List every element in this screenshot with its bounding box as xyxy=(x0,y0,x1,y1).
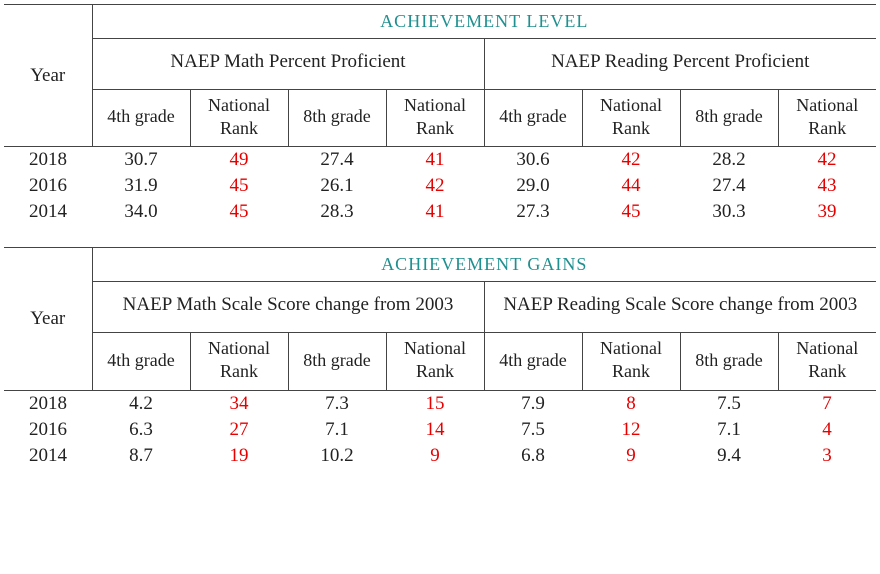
value-cell: 30.7 xyxy=(92,147,190,174)
year-cell: 2018 xyxy=(4,390,92,417)
value-cell: 8.7 xyxy=(92,443,190,469)
table-row: 2018 30.7 49 27.4 41 30.6 42 28.2 42 xyxy=(4,147,876,174)
col-header: National Rank xyxy=(386,333,484,391)
col-header: 8th grade xyxy=(288,89,386,147)
table-row: 2016 31.9 45 26.1 42 29.0 44 27.4 43 xyxy=(4,173,876,199)
col-header: 4th grade xyxy=(484,333,582,391)
achievement-level-table: Year ACHIEVEMENT LEVEL NAEP Math Percent… xyxy=(4,4,876,225)
col-header: 8th grade xyxy=(288,333,386,391)
col-header: National Rank xyxy=(778,89,876,147)
value-cell: 7.3 xyxy=(288,390,386,417)
rank-cell: 45 xyxy=(190,199,288,225)
col-header: National Rank xyxy=(582,333,680,391)
rank-cell: 27 xyxy=(190,417,288,443)
achievement-gains-table: Year ACHIEVEMENT GAINS NAEP Math Scale S… xyxy=(4,247,876,468)
table-row: 2016 6.3 27 7.1 14 7.5 12 7.1 4 xyxy=(4,417,876,443)
year-cell: 2014 xyxy=(4,199,92,225)
col-header: National Rank xyxy=(778,333,876,391)
value-cell: 26.1 xyxy=(288,173,386,199)
col-header: 8th grade xyxy=(680,333,778,391)
rank-cell: 4 xyxy=(778,417,876,443)
rank-cell: 19 xyxy=(190,443,288,469)
value-cell: 10.2 xyxy=(288,443,386,469)
rank-cell: 44 xyxy=(582,173,680,199)
year-header: Year xyxy=(4,5,92,147)
col-header: National Rank xyxy=(190,89,288,147)
col-header: National Rank xyxy=(386,89,484,147)
rank-cell: 8 xyxy=(582,390,680,417)
value-cell: 7.9 xyxy=(484,390,582,417)
rank-cell: 7 xyxy=(778,390,876,417)
value-cell: 29.0 xyxy=(484,173,582,199)
subject-header-math: NAEP Math Percent Proficient xyxy=(92,39,484,90)
col-header: 4th grade xyxy=(92,333,190,391)
rank-cell: 34 xyxy=(190,390,288,417)
rank-cell: 15 xyxy=(386,390,484,417)
rank-cell: 9 xyxy=(582,443,680,469)
section-title: ACHIEVEMENT GAINS xyxy=(92,248,876,282)
value-cell: 31.9 xyxy=(92,173,190,199)
year-cell: 2016 xyxy=(4,173,92,199)
rank-cell: 14 xyxy=(386,417,484,443)
value-cell: 7.1 xyxy=(288,417,386,443)
col-header: National Rank xyxy=(190,333,288,391)
table-row: 2014 34.0 45 28.3 41 27.3 45 30.3 39 xyxy=(4,199,876,225)
rank-cell: 42 xyxy=(386,173,484,199)
rank-cell: 42 xyxy=(582,147,680,174)
value-cell: 4.2 xyxy=(92,390,190,417)
year-cell: 2014 xyxy=(4,443,92,469)
year-cell: 2016 xyxy=(4,417,92,443)
col-header: 4th grade xyxy=(484,89,582,147)
rank-cell: 39 xyxy=(778,199,876,225)
value-cell: 7.1 xyxy=(680,417,778,443)
section-title: ACHIEVEMENT LEVEL xyxy=(92,5,876,39)
rank-cell: 43 xyxy=(778,173,876,199)
year-header: Year xyxy=(4,248,92,390)
value-cell: 7.5 xyxy=(484,417,582,443)
value-cell: 9.4 xyxy=(680,443,778,469)
rank-cell: 49 xyxy=(190,147,288,174)
value-cell: 30.6 xyxy=(484,147,582,174)
value-cell: 7.5 xyxy=(680,390,778,417)
subject-header-reading: NAEP Reading Scale Score change from 200… xyxy=(484,282,876,333)
value-cell: 30.3 xyxy=(680,199,778,225)
year-cell: 2018 xyxy=(4,147,92,174)
rank-cell: 45 xyxy=(582,199,680,225)
rank-cell: 3 xyxy=(778,443,876,469)
value-cell: 27.3 xyxy=(484,199,582,225)
value-cell: 27.4 xyxy=(680,173,778,199)
table-row: 2014 8.7 19 10.2 9 6.8 9 9.4 3 xyxy=(4,443,876,469)
rank-cell: 41 xyxy=(386,147,484,174)
table-row: 2018 4.2 34 7.3 15 7.9 8 7.5 7 xyxy=(4,390,876,417)
col-header: 4th grade xyxy=(92,89,190,147)
value-cell: 6.8 xyxy=(484,443,582,469)
value-cell: 27.4 xyxy=(288,147,386,174)
subject-header-math: NAEP Math Scale Score change from 2003 xyxy=(92,282,484,333)
rank-cell: 12 xyxy=(582,417,680,443)
value-cell: 28.2 xyxy=(680,147,778,174)
rank-cell: 9 xyxy=(386,443,484,469)
col-header: National Rank xyxy=(582,89,680,147)
value-cell: 28.3 xyxy=(288,199,386,225)
subject-header-reading: NAEP Reading Percent Proficient xyxy=(484,39,876,90)
rank-cell: 45 xyxy=(190,173,288,199)
col-header: 8th grade xyxy=(680,89,778,147)
value-cell: 6.3 xyxy=(92,417,190,443)
value-cell: 34.0 xyxy=(92,199,190,225)
rank-cell: 41 xyxy=(386,199,484,225)
rank-cell: 42 xyxy=(778,147,876,174)
